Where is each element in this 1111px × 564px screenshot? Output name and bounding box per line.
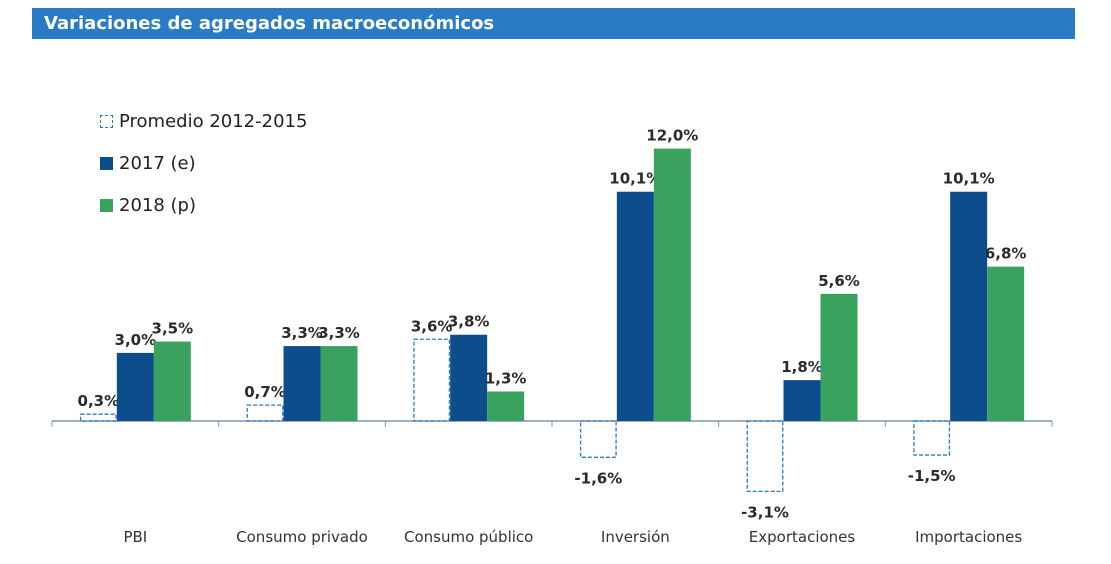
category-label: Importaciones: [915, 528, 1022, 546]
bar-promedio: [579, 420, 617, 458]
bar-promedio: [746, 420, 784, 493]
bar-2018: [820, 293, 858, 421]
legend-swatch-2018: [100, 198, 113, 212]
legend-label-promedio: Promedio 2012-2015: [119, 110, 308, 132]
bar-2018: [987, 266, 1025, 421]
data-label-2018: 3,3%: [318, 324, 360, 342]
data-label-2018: 1,3%: [485, 369, 527, 387]
legend-label-2017: 2017 (e): [119, 152, 196, 174]
bar-2018: [653, 148, 691, 421]
bar-2017: [950, 191, 988, 421]
category-label: Consumo privado: [236, 528, 368, 546]
legend-swatch-2017: [100, 156, 113, 170]
category-label: Inversión: [601, 528, 670, 546]
chart-title-bar: Variaciones de agregados macroeconómicos: [32, 8, 1075, 39]
data-label-2017: 10,1%: [943, 170, 995, 188]
legend-swatch-promedio: [100, 114, 113, 128]
data-label-promedio: 3,6%: [411, 317, 453, 335]
data-label-promedio: -3,1%: [741, 503, 789, 521]
bar-promedio: [79, 413, 117, 422]
bar-2017: [116, 352, 154, 421]
legend-item-2018: 2018 (p): [100, 184, 307, 226]
data-label-2018: 6,8%: [985, 245, 1027, 263]
legend-item-2017: 2017 (e): [100, 142, 307, 184]
bar-2018: [487, 391, 525, 421]
chart-legend: Promedio 2012-2015 2017 (e) 2018 (p): [100, 100, 307, 226]
legend-item-promedio: Promedio 2012-2015: [100, 100, 307, 142]
bar-promedio: [913, 420, 951, 456]
bar-2018: [320, 346, 358, 421]
bar-promedio: [413, 338, 451, 422]
data-label-promedio: 0,3%: [78, 392, 120, 410]
bar-2017: [450, 334, 488, 421]
data-label-2017: 3,0%: [115, 331, 157, 349]
data-label-2017: 3,3%: [281, 324, 323, 342]
bar-2017: [783, 380, 821, 421]
bar-promedio: [246, 404, 284, 422]
legend-label-2018: 2018 (p): [119, 194, 197, 216]
data-label-2017: 10,1%: [609, 170, 661, 188]
data-label-2018: 5,6%: [818, 272, 860, 290]
data-label-2017: 3,8%: [448, 313, 490, 331]
data-label-2018: 3,5%: [152, 320, 194, 338]
category-label: Exportaciones: [749, 528, 856, 546]
category-label: Consumo público: [404, 528, 533, 546]
category-label: PBI: [123, 528, 147, 546]
bar-2018: [153, 341, 191, 421]
data-label-promedio: -1,5%: [908, 467, 956, 485]
bar-2017: [283, 346, 321, 421]
data-label-2018: 12,0%: [646, 127, 698, 145]
bar-2017: [616, 191, 654, 421]
data-label-promedio: 0,7%: [244, 383, 286, 401]
data-label-2017: 1,8%: [781, 358, 823, 376]
data-label-promedio: -1,6%: [574, 469, 622, 487]
